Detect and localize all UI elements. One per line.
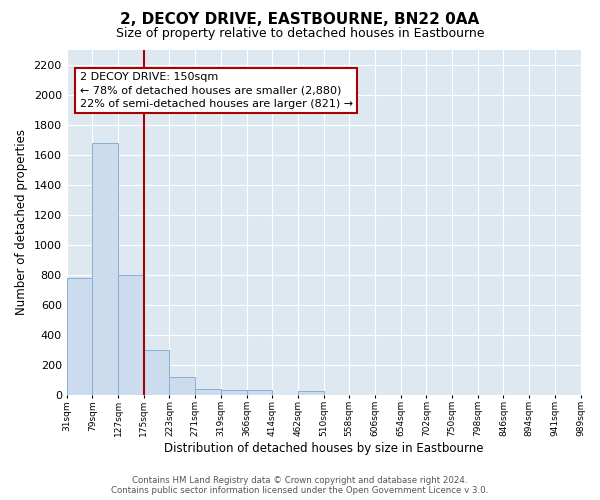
X-axis label: Distribution of detached houses by size in Eastbourne: Distribution of detached houses by size … bbox=[164, 442, 484, 455]
Bar bbox=[118, 274, 144, 394]
Bar bbox=[298, 391, 323, 394]
Text: Contains public sector information licensed under the Open Government Licence v : Contains public sector information licen… bbox=[112, 486, 488, 495]
Text: Contains HM Land Registry data © Crown copyright and database right 2024.: Contains HM Land Registry data © Crown c… bbox=[132, 476, 468, 485]
Bar bbox=[195, 390, 221, 394]
Bar bbox=[247, 390, 272, 394]
Text: 2, DECOY DRIVE, EASTBOURNE, BN22 0AA: 2, DECOY DRIVE, EASTBOURNE, BN22 0AA bbox=[121, 12, 479, 28]
Bar bbox=[169, 378, 195, 394]
Bar bbox=[221, 390, 247, 394]
Text: 2 DECOY DRIVE: 150sqm
← 78% of detached houses are smaller (2,880)
22% of semi-d: 2 DECOY DRIVE: 150sqm ← 78% of detached … bbox=[80, 72, 353, 109]
Bar bbox=[67, 278, 92, 394]
Bar bbox=[144, 350, 169, 395]
Text: Size of property relative to detached houses in Eastbourne: Size of property relative to detached ho… bbox=[116, 28, 484, 40]
Y-axis label: Number of detached properties: Number of detached properties bbox=[15, 130, 28, 316]
Bar bbox=[92, 143, 118, 395]
